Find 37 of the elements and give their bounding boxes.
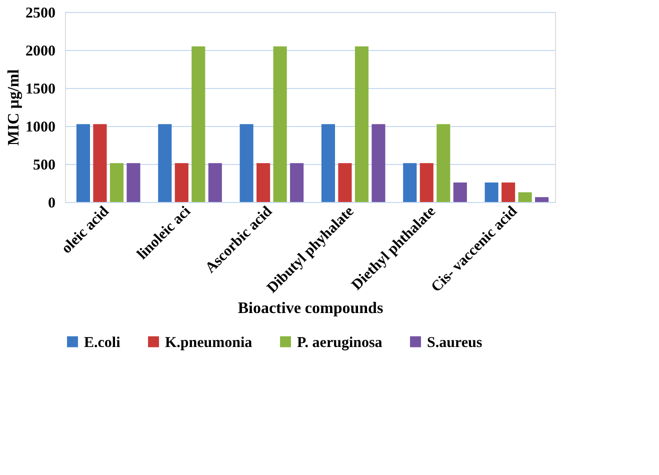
bar (535, 197, 549, 202)
x-axis-title: Bioactive compounds (238, 300, 384, 317)
bar (403, 163, 417, 202)
y-tick-label: 1000 (26, 120, 56, 136)
bar (290, 163, 304, 202)
bar (256, 163, 270, 202)
y-tick-label: 1500 (26, 82, 56, 98)
bar (110, 163, 124, 202)
y-tick-label: 0 (48, 196, 56, 212)
x-tick-label: oleic acid (58, 203, 113, 257)
bar (174, 163, 188, 202)
y-tick-label: 2500 (26, 6, 56, 22)
bar (420, 163, 434, 202)
bar (502, 182, 516, 202)
bar (192, 46, 206, 202)
bar (436, 124, 450, 202)
bar (126, 163, 140, 202)
bar (518, 192, 532, 202)
bar (273, 46, 287, 202)
legend-label: S.aureus (427, 334, 482, 351)
bar (354, 46, 369, 202)
y-tick-label: 2000 (26, 44, 56, 60)
y-axis-title: MIC µg/ml (6, 68, 22, 146)
bar (158, 124, 172, 202)
legend-label: E.coli (84, 334, 120, 351)
bar (321, 124, 336, 202)
bar (208, 163, 222, 202)
bar (93, 124, 107, 202)
y-tick-label: 500 (33, 158, 56, 174)
bar (453, 182, 467, 202)
bar (372, 124, 386, 202)
legend-label: K.pneumonia (165, 334, 253, 351)
bar (484, 182, 498, 202)
bar (240, 124, 254, 202)
bar (76, 124, 90, 202)
bar (338, 163, 352, 202)
legend-label: P. aeruginosa (297, 334, 383, 351)
